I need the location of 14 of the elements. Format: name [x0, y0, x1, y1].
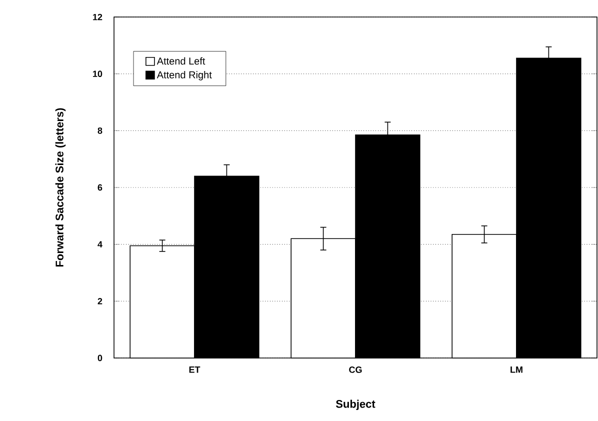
y-axis-title: Forward Saccade Size (letters) — [55, 108, 66, 267]
x-axis-title: Subject — [336, 400, 376, 410]
x-tick-label: LM — [510, 366, 522, 373]
legend-label: Attend Left — [156, 57, 206, 65]
y-tick-label: 10 — [93, 70, 102, 78]
x-tick-label: CG — [349, 366, 362, 373]
y-tick-label: 12 — [93, 14, 102, 20]
legend-label: Attend Right — [156, 71, 212, 80]
y-tick-label: 2 — [98, 298, 102, 304]
y-tick-label: 0 — [98, 354, 102, 362]
y-tick-label: 8 — [98, 127, 102, 134]
y-tick-label: 4 — [98, 241, 102, 248]
x-tick-label: ET — [189, 366, 200, 373]
y-tick-label: 6 — [98, 184, 102, 191]
